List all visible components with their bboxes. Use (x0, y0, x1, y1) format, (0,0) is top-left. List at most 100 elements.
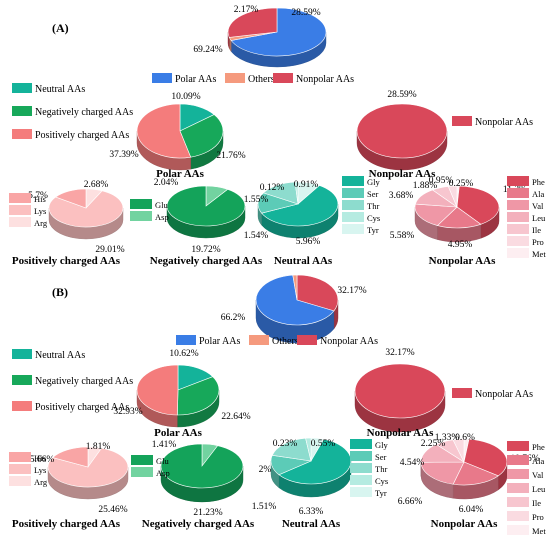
b-np-slice-pro (452, 438, 465, 463)
a-neu-value-label: 0.12% (260, 183, 285, 193)
b-np-value-label: 0.6% (455, 433, 475, 443)
b-np-value-label: 2.25% (421, 439, 446, 449)
a-pos-slice-his (55, 188, 87, 209)
a-pos-legend-swatch-lys (9, 205, 31, 215)
a-np-value-label: 1.88% (413, 181, 438, 191)
b-polar-slice-positively-charged-aas (136, 364, 179, 416)
a-nonpolar-pie: 28.59% Nonpolar AAs Nonpolar AAs (356, 90, 533, 180)
a-pos-slice-lys (48, 190, 124, 228)
a-neg-legend-swatch-glu (130, 199, 152, 209)
a-pos-legend: His Lys Arg (9, 193, 48, 228)
a-neg-legend: Glu Asp (130, 199, 169, 222)
a-neu-slice-gly (261, 185, 339, 227)
b-np-value-label: 4.54% (400, 458, 425, 468)
a-nonpolar-legend-label: Nonpolar AAs (475, 117, 533, 128)
a-neg-value-label: 2.04% (154, 178, 179, 188)
a-np-value-label: 3.68% (389, 191, 414, 201)
b-neu-legend-swatch-tyr (350, 487, 372, 497)
b-neg-value-label: 21.23% (193, 508, 222, 518)
b-neg-title: Negatively charged AAs (142, 518, 255, 530)
a-neu-title: Neutral AAs (274, 255, 333, 267)
b-np-legend: Phe Ala Val Leu Ile Pro Met (507, 441, 546, 536)
b-np-legend-swatch-val (507, 469, 529, 479)
a-np-legend-label: Val (532, 201, 544, 211)
a-neu-legend-label: Cys (367, 213, 380, 223)
a-neg-pie: 2.04% 19.72%Negatively charged AAs Glu Asp (130, 178, 263, 267)
b-pos-legend-label: His (34, 453, 46, 463)
a-np-legend-label: Phe (532, 177, 545, 187)
b-polar-title: Polar AAs (154, 427, 202, 439)
a-polar-value-label: 37.39% (109, 150, 138, 160)
a-np-legend-label: Pro (532, 237, 544, 247)
a-np-slice-pro (447, 185, 458, 208)
a-neu-legend-swatch-cys (342, 212, 364, 222)
b-np-legend-label: Ile (532, 498, 541, 508)
a-neg-slice-glu (166, 185, 246, 227)
b-pos-legend-swatch-lys (9, 464, 31, 474)
a-pos-legend-label: Lys (34, 206, 46, 216)
a-pos-legend-label: Arg (34, 218, 48, 228)
a-polar-value-label: 10.09% (171, 92, 200, 102)
a-polar-legend-label: Neutral AAs (35, 84, 85, 95)
a-polar-legend-swatch-positively-charged-aas (12, 129, 32, 139)
a-top-legend-swatch-nonpolar-aas (273, 73, 293, 83)
b-polar-value-label: 32.93% (113, 407, 142, 417)
b-neu-legend-label: Thr (375, 464, 387, 474)
b-neg-legend-label: Glu (156, 456, 170, 466)
a-neu-slice-cys (294, 181, 299, 205)
panel-b: (B) 32.17% 66.2% Polar AAs Others Nonpolar A… (9, 274, 546, 536)
a-neg-title: Negatively charged AAs (150, 255, 263, 267)
b-np-legend-swatch-ala (507, 455, 529, 465)
b-nonpolar-pie: 32.17% Nonpolar AAs Nonpolar AAs (354, 348, 533, 439)
b-pos-pie: 1.81% 25.46% 5.66% Positively charged AAs Hi… (9, 442, 129, 530)
b-np-value-label: 1.33% (435, 433, 460, 443)
b-neu-value-label: 0.55% (311, 439, 336, 449)
a-np-legend-label: Ala (532, 189, 545, 199)
b-neg-legend: Glu Asp (131, 455, 170, 478)
a-neu-value-label: 5.96% (296, 237, 321, 247)
a-neg-legend-label: Asp (155, 212, 169, 222)
b-neu-title: Neutral AAs (282, 518, 341, 530)
a-nonpolar-legend: Nonpolar AAs (452, 116, 533, 128)
b-neu-value-label: 1.51% (252, 502, 277, 512)
a-top-value-label: 69.24% (193, 45, 222, 55)
a-neu-value-label: 0.91% (294, 180, 319, 190)
b-pos-slice-lys (47, 447, 129, 488)
a-np-legend-label: Met (532, 249, 546, 259)
b-nonpolar-legend-swatch-nonpolar-aas (452, 388, 472, 398)
a-np-title: Nonpolar AAs (429, 255, 496, 267)
b-np-legend-swatch-met (507, 525, 529, 535)
b-pos-legend-label: Arg (34, 477, 48, 487)
b-neg-legend-swatch-asp (131, 467, 153, 477)
b-neu-value-label: 0.23% (273, 439, 298, 449)
b-top-slice-polar-aas (255, 274, 335, 326)
a-pos-pie: 2.68% 29.01% 5.7% Positively charged AAs His… (9, 180, 125, 267)
b-polar-legend: Neutral AAs Negatively charged AAs Positiv… (12, 349, 133, 413)
a-pos-value-label: 29.01% (95, 245, 124, 255)
a-np-legend-label: Ile (532, 225, 541, 235)
a-neg-legend-swatch-asp (130, 211, 152, 221)
b-neu-legend-label: Cys (375, 476, 388, 486)
b-neu-slice-thr (271, 437, 312, 462)
a-nonpolar-legend-swatch-nonpolar-aas (452, 116, 472, 126)
b-pos-value-label: 25.46% (98, 505, 127, 515)
a-polar-legend-label: Positively charged AAs (35, 130, 129, 141)
a-neu-pie: 0.91% 5.96% 1.54% 1.55% 0.12% Neutral AAs Gly S… (244, 176, 381, 267)
a-top-legend-label: Nonpolar AAs (296, 74, 354, 85)
b-top-legend-label: Others (272, 336, 299, 347)
a-np-legend-swatch-ile (507, 224, 529, 234)
b-neu-slice-gly (278, 438, 352, 485)
a-np-slice-val (414, 203, 458, 226)
b-np-legend-label: Val (532, 470, 544, 480)
a-np-legend-swatch-pro (507, 236, 529, 246)
b-neu-pie: 0.55% 6.33% 1.51% 2% 0.23% Neutral AAs Gly Ser T… (252, 437, 389, 530)
b-np-slice-ala (452, 461, 499, 486)
b-np-legend-label: Phe (532, 442, 545, 452)
a-polar-legend-swatch-neutral-aas (12, 83, 32, 93)
a-top-legend: Polar AAs Others Nonpolar AAs (152, 73, 354, 85)
b-neu-value-label: 2% (259, 465, 272, 475)
a-np-value-label: 0.95% (429, 176, 454, 186)
b-polar-legend-label: Neutral AAs (35, 350, 85, 361)
b-polar-legend-label: Positively charged AAs (35, 402, 129, 413)
